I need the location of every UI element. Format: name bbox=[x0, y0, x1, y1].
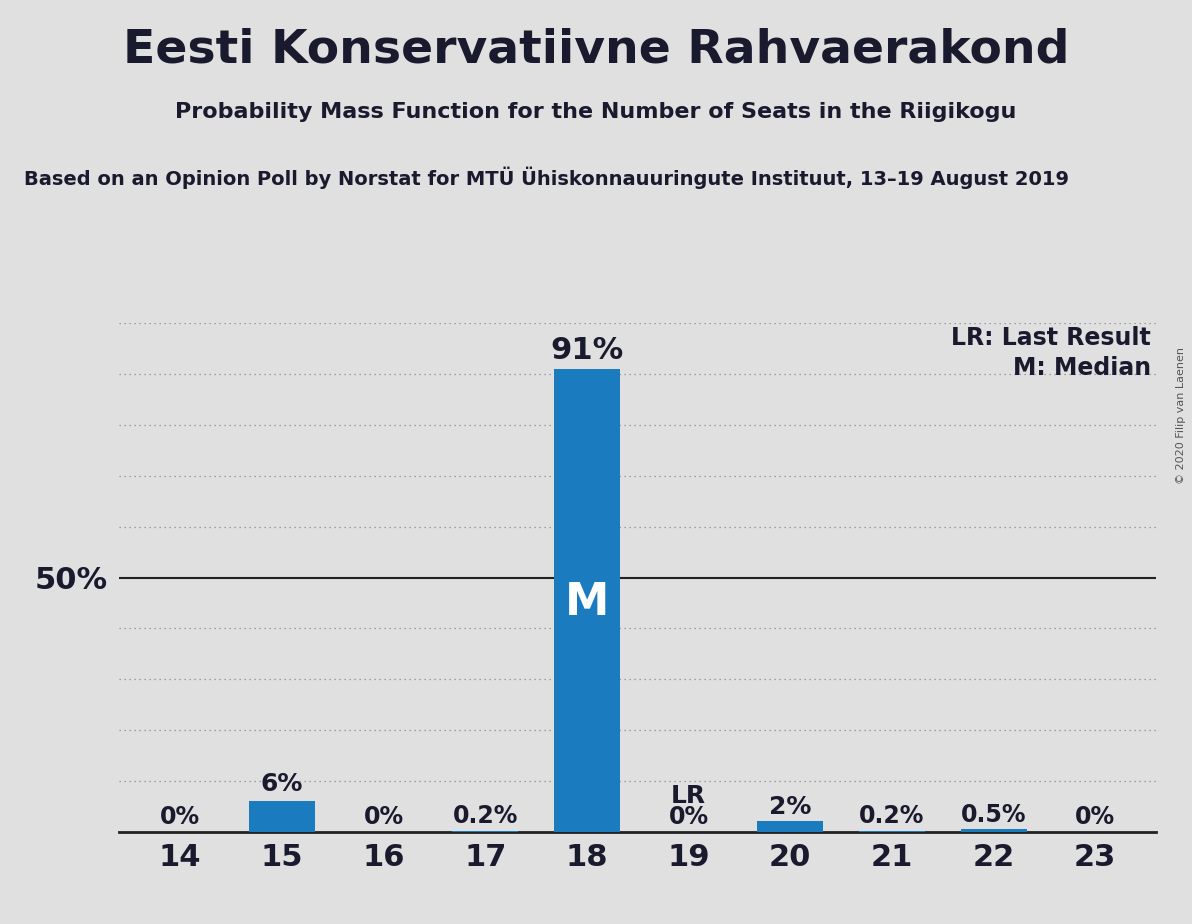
Text: 91%: 91% bbox=[551, 336, 623, 365]
Text: 0.2%: 0.2% bbox=[453, 804, 517, 828]
Bar bbox=[452, 831, 519, 832]
Bar bbox=[859, 831, 925, 832]
Text: LR: Last Result: LR: Last Result bbox=[951, 326, 1151, 350]
Text: M: M bbox=[565, 581, 609, 625]
Bar bbox=[961, 829, 1026, 832]
Text: 0.5%: 0.5% bbox=[961, 803, 1026, 826]
Text: Based on an Opinion Poll by Norstat for MTÜ Ühiskonnauuringute Instituut, 13–19 : Based on an Opinion Poll by Norstat for … bbox=[24, 166, 1069, 188]
Bar bbox=[554, 369, 620, 832]
Text: Eesti Konservatiivne Rahvaerakond: Eesti Konservatiivne Rahvaerakond bbox=[123, 28, 1069, 73]
Text: 2%: 2% bbox=[769, 795, 812, 819]
Text: Probability Mass Function for the Number of Seats in the Riigikogu: Probability Mass Function for the Number… bbox=[175, 102, 1017, 122]
Text: 0%: 0% bbox=[160, 805, 200, 829]
Text: 6%: 6% bbox=[261, 772, 303, 796]
Text: 0.2%: 0.2% bbox=[859, 804, 925, 828]
Bar bbox=[249, 801, 315, 832]
Bar bbox=[757, 821, 824, 832]
Text: 0%: 0% bbox=[1075, 805, 1116, 829]
Text: 0%: 0% bbox=[669, 805, 708, 829]
Text: LR: LR bbox=[671, 784, 706, 808]
Text: © 2020 Filip van Laenen: © 2020 Filip van Laenen bbox=[1177, 347, 1186, 484]
Text: M: Median: M: Median bbox=[1013, 357, 1151, 381]
Text: 0%: 0% bbox=[364, 805, 404, 829]
